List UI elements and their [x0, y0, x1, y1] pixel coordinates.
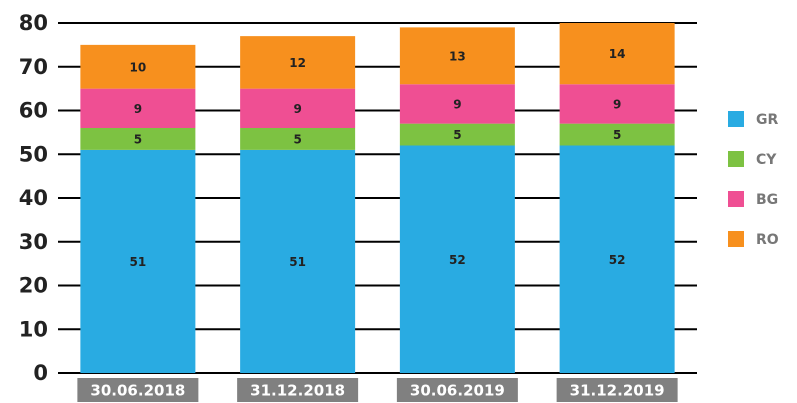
bar-segment	[80, 149, 196, 373]
y-tick-label: 20	[19, 274, 48, 298]
y-tick-label: 0	[33, 361, 48, 385]
x-tick-box	[396, 378, 518, 402]
data-label: 13	[449, 49, 466, 63]
x-tick-box	[556, 378, 678, 402]
bar-segment	[559, 123, 675, 146]
data-label: 51	[130, 255, 147, 269]
data-label: 5	[613, 128, 621, 142]
bar-segment	[240, 88, 356, 128]
x-tick-label: 31.12.2019	[570, 382, 665, 400]
x-tick-box	[237, 378, 359, 402]
data-label: 14	[609, 47, 626, 61]
y-tick-label: 40	[19, 186, 48, 210]
bar-segment	[559, 84, 675, 124]
bar-segment	[240, 36, 356, 89]
data-label: 12	[289, 56, 306, 70]
bar-segment	[559, 145, 675, 373]
bar-segment	[399, 27, 515, 85]
legend-label: GR	[756, 112, 778, 128]
bar-segment	[240, 128, 356, 150]
data-label: 10	[130, 60, 147, 74]
data-label: 9	[134, 102, 142, 116]
legend-label: CY	[756, 152, 777, 168]
bar-segment	[80, 128, 196, 150]
bar-segment	[80, 44, 196, 89]
bar-segment	[559, 23, 675, 85]
x-tick-label: 30.06.2019	[410, 382, 505, 400]
data-label: 9	[293, 102, 301, 116]
data-label: 52	[609, 253, 626, 267]
bar-segment	[80, 88, 196, 128]
data-label: 9	[613, 97, 621, 111]
data-label: 51	[289, 255, 306, 269]
legend-swatch	[728, 191, 744, 207]
data-label: 9	[453, 97, 461, 111]
x-tick-box	[77, 378, 199, 402]
x-tick-label: 31.12.2018	[250, 382, 345, 400]
legend-label: BG	[756, 192, 778, 208]
y-tick-label: 30	[19, 230, 48, 254]
legend-swatch	[728, 231, 744, 247]
legend-swatch	[728, 151, 744, 167]
bar-segment	[240, 149, 356, 373]
y-tick-label: 60	[19, 99, 48, 123]
data-label: 5	[453, 128, 461, 142]
bar-segment	[399, 123, 515, 146]
bar-segment	[399, 145, 515, 373]
legend-swatch	[728, 111, 744, 127]
legend-label: RO	[756, 232, 779, 248]
data-label: 52	[449, 253, 466, 267]
y-tick-label: 10	[19, 317, 48, 341]
y-tick-label: 50	[19, 142, 48, 166]
y-tick-label: 70	[19, 55, 48, 79]
bar-segment	[399, 84, 515, 124]
data-label: 5	[293, 132, 301, 146]
y-tick-label: 80	[19, 11, 48, 35]
data-label: 5	[134, 132, 142, 146]
x-tick-label: 30.06.2018	[90, 382, 185, 400]
